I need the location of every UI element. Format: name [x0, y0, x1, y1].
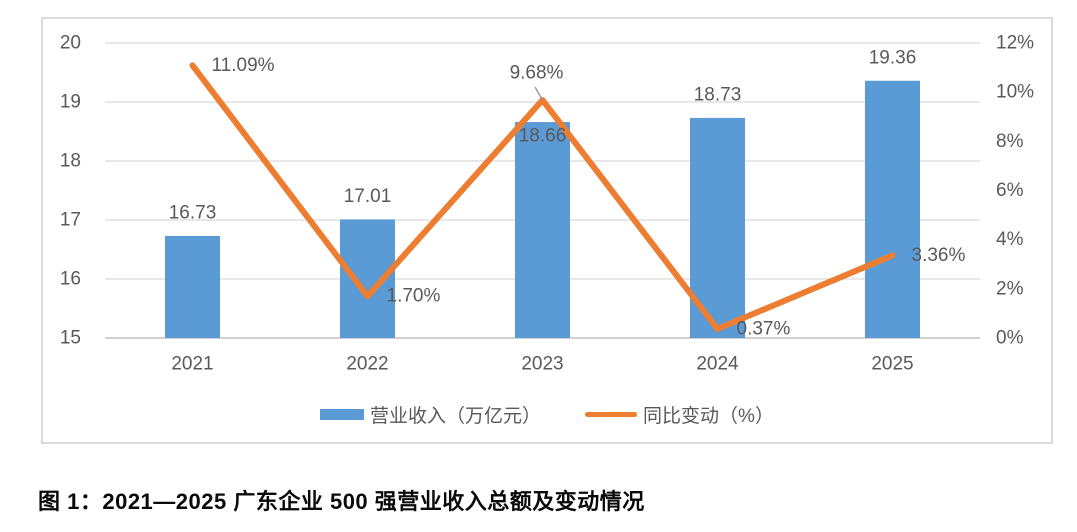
x-axis-category-label: 2022: [346, 354, 388, 375]
combo-chart: 20 19 18 17 16 15 12% 10% 8% 6% 4% 2% 0% 2021 2022 2023…: [60, 33, 1034, 375]
right-axis-tick-label: 0%: [996, 328, 1024, 349]
left-axis-tick-label: 19: [60, 92, 81, 113]
label-leader-line: [534, 86, 544, 101]
legend-label-change: 同比变动（%）: [643, 405, 774, 427]
left-axis-tick-label: 15: [60, 328, 81, 349]
bar-data-label: 18.66: [519, 126, 567, 147]
line-data-label: 1.70%: [387, 286, 441, 307]
figure-caption: 图 1：2021—2025 广东企业 500 强营业收入总额及变动情况: [38, 489, 645, 514]
left-axis-tick-label: 20: [60, 33, 81, 54]
chart-frame: 20 19 18 17 16 15 12% 10% 8% 6% 4% 2% 0% 2021 2022 2023…: [41, 17, 1053, 444]
right-axis-tick-label: 6%: [996, 180, 1024, 201]
bar-series-swatch: [320, 408, 365, 420]
bar-2025: [865, 80, 920, 338]
bar-2023: [515, 122, 570, 338]
bar-data-label: 19.36: [869, 47, 917, 68]
right-axis-tick-label: 10%: [996, 82, 1034, 103]
right-axis-tick-label: 12%: [996, 33, 1034, 54]
line-series-swatch: [585, 411, 638, 417]
x-axis-category-label: 2021: [171, 354, 213, 375]
left-axis-tick-label: 16: [60, 269, 81, 290]
left-axis-tick-label: 18: [60, 151, 81, 172]
line-data-label: 9.68%: [510, 63, 564, 84]
line-data-label: 0.37%: [737, 318, 791, 339]
bar-data-label: 16.73: [169, 202, 217, 223]
legend-item-change: 同比变动（%）: [585, 401, 774, 428]
bar-data-label: 18.73: [694, 84, 742, 105]
legend-item-revenue: 营业收入（万亿元）: [320, 401, 541, 428]
right-axis-tick-label: 8%: [996, 131, 1024, 152]
x-axis-category-label: 2024: [696, 354, 739, 375]
right-axis-tick-label: 4%: [996, 229, 1024, 250]
bar-2021: [165, 235, 220, 338]
line-data-label: 3.36%: [912, 245, 966, 266]
x-axis-category-label: 2025: [871, 354, 913, 375]
x-axis-category-label: 2023: [521, 354, 563, 375]
right-axis-tick-label: 2%: [996, 278, 1024, 299]
line-data-label: 11.09%: [212, 55, 275, 76]
legend-label-revenue: 营业收入（万亿元）: [370, 405, 542, 427]
left-axis-tick-label: 17: [60, 210, 81, 231]
chart-legend: 营业收入（万亿元） 同比变动（%）: [41, 401, 1053, 427]
bar-data-label: 17.01: [344, 186, 392, 207]
